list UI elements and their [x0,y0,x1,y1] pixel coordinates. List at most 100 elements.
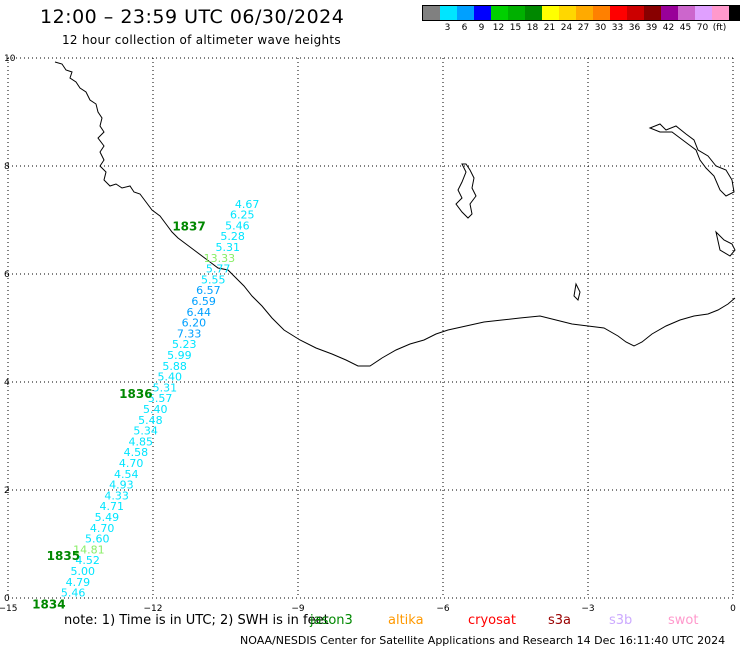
wave-height-label: 5.40 [158,371,183,384]
coastline-west-africa [54,61,736,367]
y-tick-label: 10 [4,54,16,64]
wave-height-label: 5.34 [133,425,158,438]
legend-swatch [491,6,508,20]
wave-height-label: 5.40 [143,403,168,416]
legend-swatch [576,6,593,20]
wave-height-label: 6.57 [196,284,221,297]
wave-height-label: 5.23 [172,338,197,351]
coastline [54,61,736,367]
legend-label: 39 [645,23,658,33]
track-values: 4.676.255.465.285.3113.335.775.556.576.5… [61,198,260,600]
satellite-cryosat: cryosat [468,613,516,628]
y-tick-label: 6 [4,270,10,280]
track-times: 1837 1836 1835 1834 [32,219,206,611]
legend-label: 18 [526,23,539,33]
wave-height-label: 5.88 [162,360,187,373]
legend-color-bar [422,5,740,21]
wave-height-label: 5.48 [138,414,163,427]
lake-nigeria [648,123,735,197]
wave-height-label: 5.31 [216,241,241,254]
legend-swatch [712,6,729,20]
x-tick-label: −6 [436,604,450,614]
y-tick-label: 0 [4,594,10,604]
legend-label: 6 [461,23,468,33]
legend-swatch [525,6,542,20]
wave-height-label: 6.20 [182,317,207,330]
wave-height-label: 6.59 [191,295,216,308]
wave-height-label: 4.93 [109,479,134,492]
legend-labels: 3 6 9 12 15 18 21 24 27 30 33 36 39 42 45 70 (ft) [422,23,740,33]
x-tick-label: −15 [0,604,18,614]
wave-height-label: 4.70 [90,522,115,535]
legend-label: 24 [560,23,573,33]
legend-swatch [678,6,695,20]
wave-height-label: 4.70 [119,457,144,470]
x-tick-label: −9 [291,604,305,614]
legend-swatch [423,6,440,20]
color-legend: 3 6 9 12 15 18 21 24 27 30 33 36 39 42 45 70 (ft) [422,5,740,33]
legend-label: 12 [492,23,505,33]
pass-time-label: 1837 [172,219,205,233]
wave-height-label: 14.81 [73,543,105,556]
legend-unit: (ft) [712,23,727,33]
axis-labels: −15 −12 −9 −6 −3 0 0 2 4 6 8 10 [0,54,736,614]
pass-time-label: 1835 [47,549,80,563]
wave-height-label: 4.71 [100,500,125,513]
legend-label: 15 [509,23,522,33]
legend-swatch [457,6,474,20]
legend-swatch [559,6,576,20]
wave-height-label: 5.55 [201,273,226,286]
y-tick-label: 2 [4,486,10,496]
wave-height-label: 5.77 [206,263,231,276]
legend-swatch [610,6,627,20]
legend-label: 70 [696,23,709,33]
river-mouth-east [715,230,736,257]
legend-label: 36 [628,23,641,33]
x-tick-label: −3 [581,604,594,614]
legend-swatch [440,6,457,20]
pass-time-label: 1836 [119,387,152,401]
satellite-altika: altika [388,613,424,628]
legend-swatch [542,6,559,20]
legend-label: 45 [679,23,692,33]
footer-credit: NOAA/NESDIS Center for Satellite Applica… [240,634,726,647]
satellite-s3b: s3b [609,613,633,628]
wave-height-label: 4.52 [75,554,100,567]
wave-height-label: 5.31 [153,381,178,394]
wave-height-label: 5.60 [85,533,110,546]
wave-height-label: 4.54 [114,468,139,481]
legend-swatch [729,6,740,20]
wave-height-label: 5.99 [167,349,192,362]
legend-label: 42 [662,23,675,33]
map-title: 12:00 – 23:59 UTC 06/30/2024 [40,6,345,28]
lagoon-ghana [573,282,581,301]
wave-height-label: 5.49 [95,511,120,524]
legend-label: 9 [478,23,485,33]
legend-swatch [644,6,661,20]
wave-height-label: 5.28 [220,230,245,243]
wave-height-label: 5.46 [61,587,86,600]
map-subtitle: 12 hour collection of altimeter wave hei… [62,33,341,47]
legend-label: 30 [594,23,607,33]
pass-time-label: 1834 [32,597,65,611]
legend-label: 33 [611,23,624,33]
satellite-s3a: s3a [548,613,572,628]
legend-swatch [695,6,712,20]
legend-swatch [661,6,678,20]
wave-height-label: 4.58 [124,446,149,459]
legend-label: 21 [543,23,556,33]
y-tick-label: 4 [4,378,10,388]
lake-volta [455,163,477,219]
wave-height-label: 13.33 [204,252,236,265]
wave-height-label: 5.46 [225,219,250,232]
legend-swatch [593,6,610,20]
legend-label: 3 [444,23,451,33]
wave-height-label: 4.85 [129,435,154,448]
x-tick-label: 0 [730,604,736,614]
satellite-jason3: jason3 [310,613,353,628]
wave-height-label: 5.57 [148,392,173,405]
wave-height-label: 4.67 [235,198,260,211]
satellite-swot: swot [668,613,699,628]
legend-swatch [508,6,525,20]
